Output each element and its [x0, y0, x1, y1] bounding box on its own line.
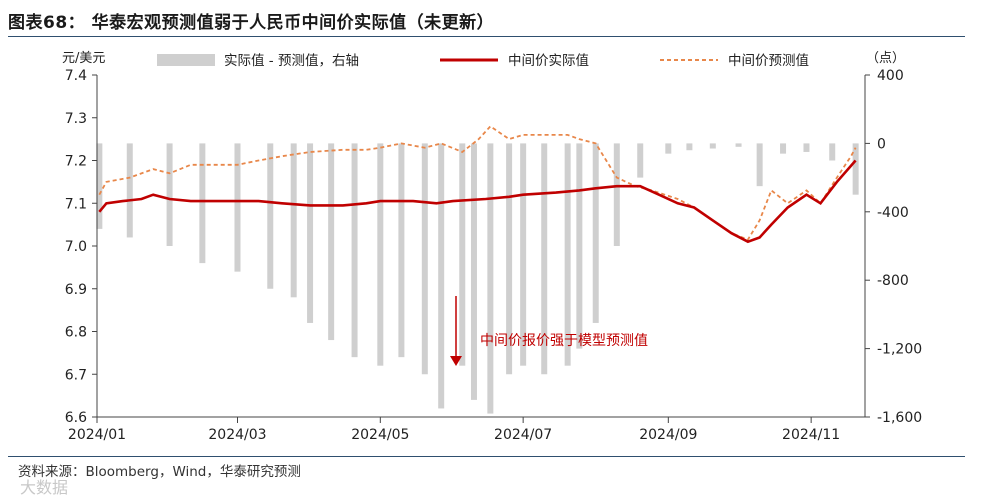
right-tick-label: 400 — [877, 68, 904, 84]
right-axis-unit: （点） — [866, 51, 905, 66]
diff-bar — [576, 143, 583, 349]
left-tick-label: 6.8 — [65, 325, 87, 341]
diff-bar — [506, 143, 513, 375]
left-tick-label: 7.0 — [65, 239, 87, 255]
right-tick-label: -1,600 — [877, 410, 922, 426]
diff-bar — [307, 143, 314, 323]
legend-diff-swatch — [157, 54, 215, 66]
right-tick-label: -800 — [877, 273, 909, 289]
diff-bar — [487, 143, 494, 414]
diff-bar — [199, 143, 206, 264]
diff-bar — [613, 143, 620, 246]
diff-bar — [803, 143, 810, 152]
diff-bar — [541, 143, 548, 375]
diff-bar — [829, 143, 836, 161]
diff-bar — [126, 143, 133, 238]
diff-bar — [290, 143, 297, 298]
left-tick-label: 6.6 — [65, 410, 87, 426]
x-tick-label: 2024/07 — [494, 427, 552, 443]
diff-bar — [665, 143, 672, 154]
axes: 6.6 6.7 6.8 6.9 7.0 7.1 7.2 7.3 7.4 400 0 -400 -800 -… — [62, 51, 922, 443]
source-rule — [8, 456, 965, 457]
right-tick-label: 0 — [877, 136, 886, 152]
title-underline — [8, 36, 965, 37]
diff-bar — [637, 143, 644, 178]
diff-bar — [520, 143, 527, 366]
diff-bar — [780, 143, 787, 154]
left-tick-label: 7.2 — [65, 154, 87, 170]
diff-bar — [852, 143, 859, 195]
right-tick-label: -400 — [877, 205, 909, 221]
x-tick-label: 2024/03 — [208, 427, 266, 443]
x-tick-label: 2024/09 — [639, 427, 697, 443]
legend-predicted-label: 中间价预测值 — [728, 53, 809, 69]
left-axis-unit: 元/美元 — [62, 51, 105, 66]
watermark: 大数据 — [20, 478, 69, 497]
diff-bar — [756, 143, 763, 187]
diff-bar — [421, 143, 428, 375]
left-tick-label: 7.4 — [65, 68, 87, 84]
diff-bar — [234, 143, 241, 272]
left-tick-label: 7.3 — [65, 111, 87, 127]
legend: 实际值 - 预测值，右轴 中间价实际值 中间价预测值 — [157, 53, 809, 69]
diff-bar — [267, 143, 274, 289]
diff-bar — [166, 143, 173, 246]
diff-bar — [328, 143, 335, 341]
diff-bar — [686, 143, 693, 151]
chart-title: 图表68： 华泰宏观预测值弱于人民币中间价实际值（未更新） — [8, 13, 495, 33]
series-lines — [98, 125, 857, 244]
annotation-text: 中间价报价强于模型预测值 — [480, 333, 648, 349]
diff-bar — [96, 143, 103, 229]
diff-bar — [709, 143, 716, 149]
diff-bar — [564, 143, 571, 366]
diff-bar — [459, 143, 466, 366]
left-tick-label: 7.1 — [65, 196, 87, 212]
x-tick-label: 2024/11 — [782, 427, 840, 443]
annotation-arrow-head — [450, 356, 462, 366]
annotation: 中间价报价强于模型预测值 — [450, 296, 648, 366]
predicted-line — [98, 125, 857, 241]
legend-diff-label: 实际值 - 预测值，右轴 — [224, 53, 359, 69]
left-tick-label: 6.9 — [65, 282, 87, 298]
diff-bar — [735, 143, 742, 147]
diff-bar — [470, 143, 477, 400]
diff-bar — [351, 143, 358, 358]
legend-actual-label: 中间价实际值 — [508, 53, 589, 69]
left-tick-label: 6.7 — [65, 367, 87, 383]
actual-line — [98, 159, 857, 244]
diff-bar — [377, 143, 384, 366]
diff-bar — [592, 143, 599, 323]
diff-bar — [398, 143, 405, 358]
source-note: 资料来源：Bloomberg，Wind，华泰研究预测 — [18, 464, 301, 480]
diff-bar — [438, 143, 445, 409]
right-tick-label: -1,200 — [877, 342, 922, 358]
x-tick-label: 2024/05 — [351, 427, 409, 443]
x-tick-label: 2024/01 — [68, 427, 126, 443]
diff-bars — [96, 143, 859, 414]
